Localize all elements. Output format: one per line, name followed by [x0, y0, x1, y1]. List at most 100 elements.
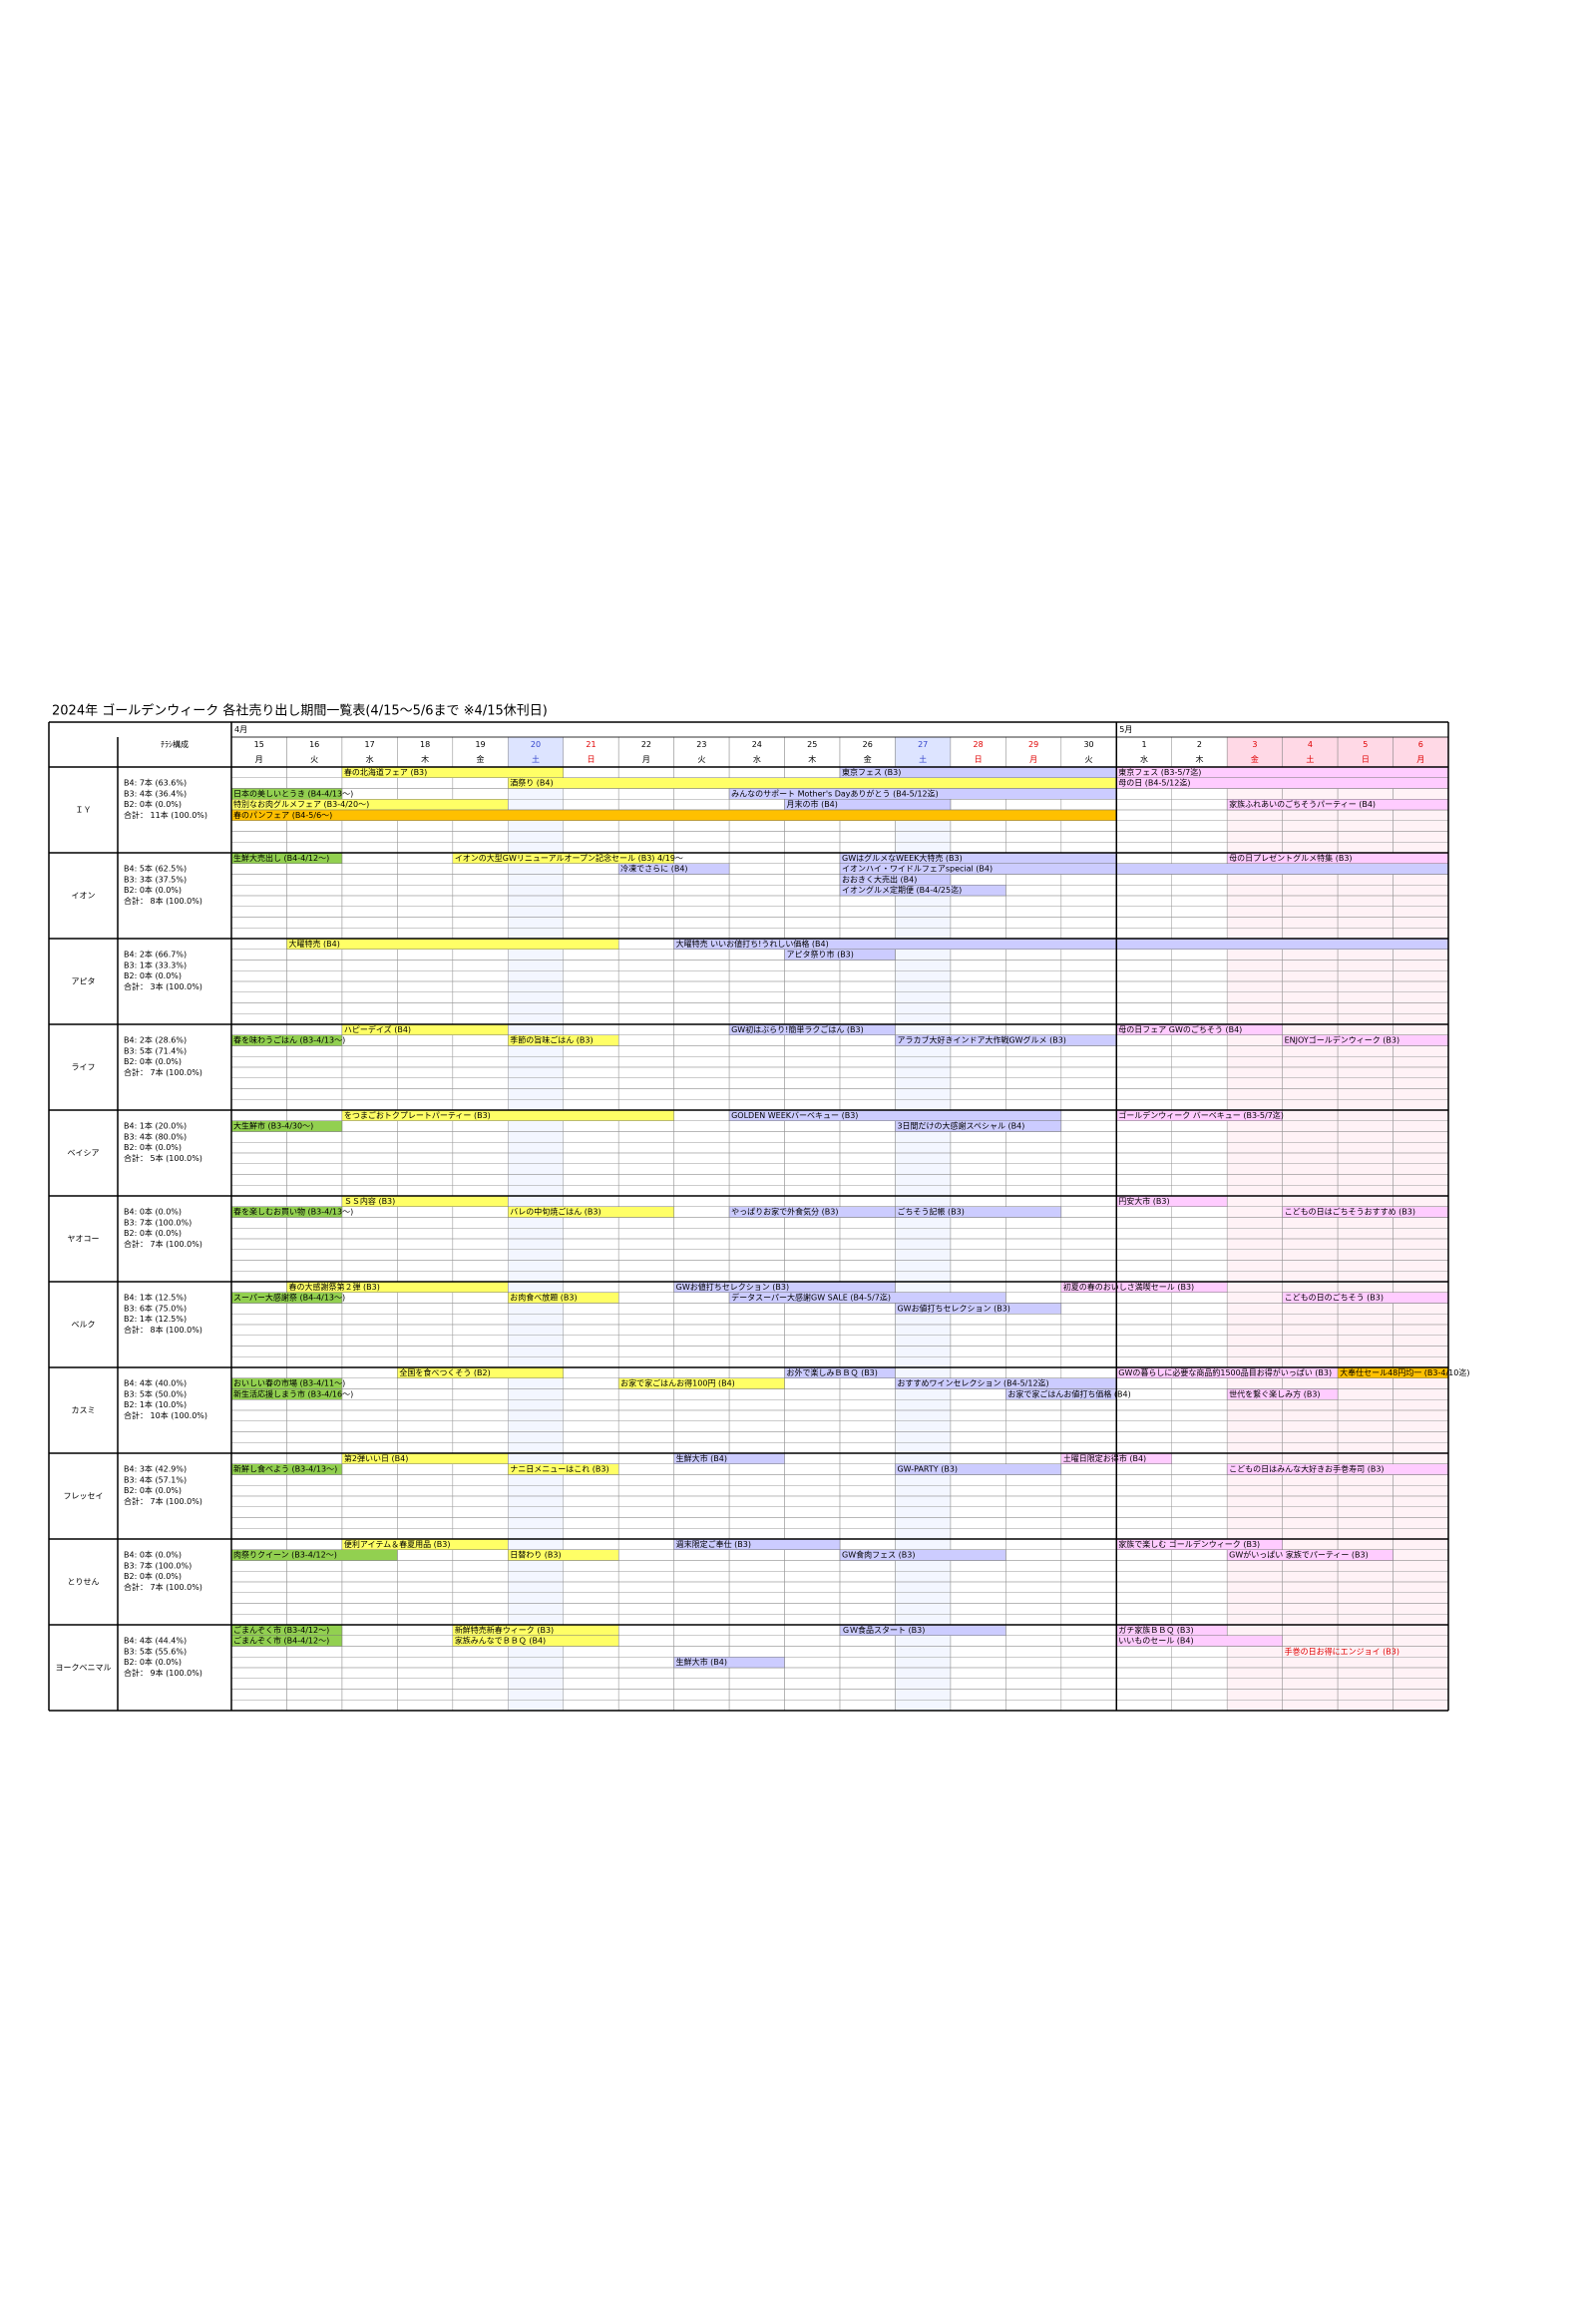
grid-cell — [230, 1217, 287, 1229]
grid-cell — [950, 1088, 1006, 1100]
grid-cell — [286, 842, 343, 854]
grid-cell — [286, 1528, 343, 1540]
grid-cell — [397, 1120, 454, 1132]
grid-cell — [230, 1077, 287, 1089]
grid-cell — [1060, 1528, 1117, 1540]
grid-cell — [1282, 1185, 1339, 1197]
grid-cell — [563, 1346, 619, 1357]
grid-cell — [617, 1409, 674, 1421]
grid-cell — [508, 1452, 564, 1464]
grid-cell — [1226, 1667, 1283, 1679]
grid-cell — [950, 1646, 1006, 1658]
grid-cell — [950, 1002, 1006, 1014]
grid-cell — [341, 1292, 398, 1304]
grid-cell — [1337, 1099, 1394, 1111]
grid-cell — [895, 1420, 952, 1432]
grid-cell — [1171, 1528, 1228, 1540]
grid-cell — [452, 1217, 509, 1229]
grid-cell — [508, 1013, 564, 1025]
grid-cell — [1226, 1356, 1283, 1368]
grid-cell — [397, 1506, 454, 1518]
grid-cell — [673, 1238, 730, 1250]
grid-cell — [950, 1420, 1006, 1432]
grid-cell — [397, 1356, 454, 1368]
grid-cell — [839, 1356, 896, 1368]
grid-cell — [397, 906, 454, 918]
grid-cell — [397, 895, 454, 907]
grid-cell — [784, 1228, 841, 1240]
grid-cell — [508, 1120, 564, 1132]
campaign-bar — [508, 1292, 619, 1304]
grid-cell — [1337, 1152, 1394, 1164]
grid-cell — [563, 1399, 619, 1411]
grid-cell — [673, 1592, 730, 1604]
grid-cell — [1226, 1324, 1283, 1336]
grid-cell — [230, 1366, 287, 1378]
grid-cell — [230, 1495, 287, 1507]
grid-cell — [1282, 1581, 1339, 1593]
campaign-bar — [784, 949, 896, 961]
grid-cell — [286, 1249, 343, 1261]
grid-cell — [617, 1452, 674, 1464]
grid-cell — [1282, 1356, 1339, 1368]
grid-cell — [286, 1678, 343, 1690]
grid-cell — [784, 820, 841, 832]
date-label: 18 — [420, 740, 430, 749]
grid-cell — [230, 1195, 287, 1207]
grid-cell — [1171, 1667, 1228, 1679]
grid-cell — [839, 1581, 896, 1593]
grid-cell — [1282, 1377, 1339, 1389]
grid-cell — [341, 874, 398, 886]
grid-cell — [673, 1614, 730, 1626]
grid-cell — [673, 1335, 730, 1347]
grid-cell — [1060, 1678, 1117, 1690]
grid-cell — [728, 1528, 785, 1540]
grid-cell — [341, 1271, 398, 1283]
grid-cell — [1171, 991, 1228, 1003]
grid-cell — [1116, 1377, 1172, 1389]
campaign-label: 春を楽しむお買い物 (B3-4/13～) — [233, 1207, 353, 1217]
grid-cell — [341, 1366, 398, 1378]
grid-cell — [1171, 949, 1228, 961]
campaign-label: 東京フェス (B3-5/7迄) — [1118, 767, 1201, 777]
campaign-label: アラカブ大好きインドア大作戦GWグルメ (B3) — [897, 1035, 1065, 1045]
grid-cell — [1005, 1560, 1062, 1572]
grid-cell — [341, 863, 398, 875]
grid-cell — [784, 766, 841, 778]
grid-cell — [1116, 928, 1172, 940]
campaign-label: GWの暮らしに必要な商品約1500品目お得がいっぱい (B3) — [1118, 1367, 1332, 1377]
campaign-label: 日本の美しいとうき (B4-4/13～) — [233, 788, 353, 798]
grid-cell — [1116, 1581, 1172, 1593]
grid-cell — [617, 1314, 674, 1326]
grid-cell — [1116, 949, 1172, 961]
grid-cell — [1393, 1045, 1449, 1057]
grid-cell — [1393, 1056, 1449, 1068]
grid-cell — [397, 820, 454, 832]
grid-cell — [728, 895, 785, 907]
company-name: とりせん — [68, 1578, 100, 1587]
grid-cell — [508, 1271, 564, 1283]
grid-cell — [286, 1346, 343, 1357]
grid-cell — [895, 1657, 952, 1669]
grid-cell — [452, 777, 509, 789]
grid-cell — [1116, 1646, 1172, 1658]
campaign-label: 新生活応援しまう市 (B3-4/16～) — [233, 1388, 353, 1398]
grid-cell — [1171, 1142, 1228, 1154]
grid-cell — [452, 874, 509, 886]
grid-cell — [286, 885, 343, 897]
grid-cell — [286, 1314, 343, 1326]
grid-cell — [784, 928, 841, 940]
grid-cell — [1226, 906, 1283, 918]
grid-cell — [728, 1152, 785, 1164]
grid-cell — [673, 1228, 730, 1240]
grid-cell — [1060, 1581, 1117, 1593]
grid-cell — [617, 1614, 674, 1626]
grid-cell — [784, 1528, 841, 1540]
grid-cell — [397, 1420, 454, 1432]
grid-cell — [1393, 960, 1449, 971]
grid-cell — [341, 1066, 398, 1078]
grid-cell — [673, 1581, 730, 1593]
grid-cell — [1393, 1506, 1449, 1518]
campaign-label: 便利アイテム＆春夏用品 (B3) — [344, 1539, 451, 1549]
structure-stat: B2: 0本 (0.0%) — [124, 885, 182, 895]
